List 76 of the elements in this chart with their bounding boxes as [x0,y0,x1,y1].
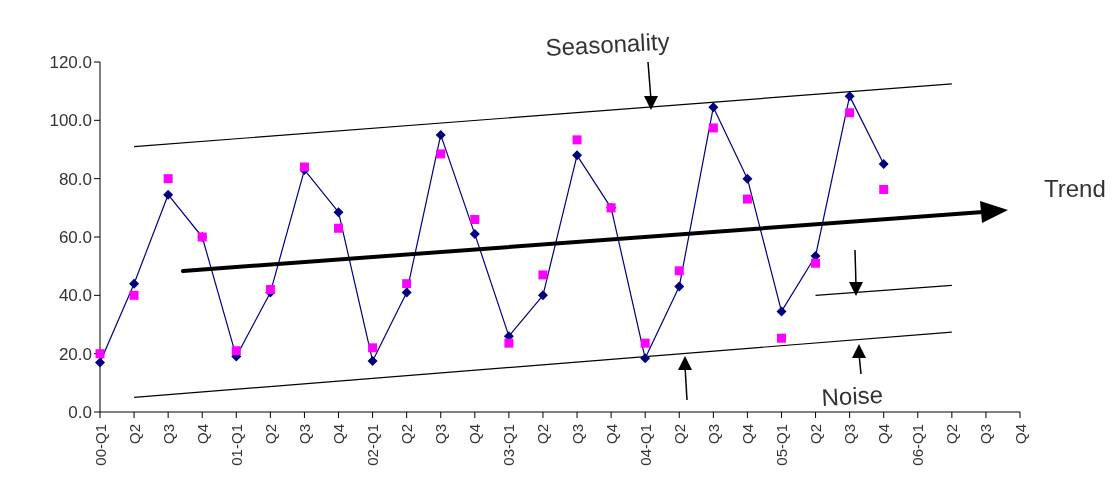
point [811,258,821,268]
point [402,279,412,289]
x-tick-label: Q2 [943,424,961,445]
x-tick-label: Q4 [875,424,893,445]
x-tick-label: Q3 [432,424,450,445]
point [95,349,105,359]
y-tick-label: 40.0 [58,286,92,306]
point [844,91,855,102]
point [265,285,275,294]
x-tick-label: Q2 [125,424,143,445]
point [163,174,173,184]
point [708,102,719,113]
y-tick-label: 60.0 [58,228,92,248]
text: Seasonality [544,27,671,61]
x-tick-label: Q4 [602,424,620,445]
point [845,108,855,118]
x-tick-label: Q4 [738,424,756,445]
x-tick-label: Q3 [159,424,177,445]
y-tick-label: 120.0 [49,53,92,73]
point [640,353,651,364]
point [129,290,139,300]
x-tick-label: Q4 [330,424,348,445]
point [504,338,514,348]
point [537,290,548,301]
point [572,135,582,145]
point [401,287,412,298]
y-tick-label: 20.0 [58,344,92,364]
point [436,149,446,159]
annotation: Noise [820,380,884,411]
x-tick-label: 06-Q1 [909,424,927,466]
point [776,306,787,317]
point [674,266,684,276]
text: Trend [1044,175,1106,202]
point [742,173,753,184]
point [129,278,140,289]
point [368,343,378,353]
y-tick-label: 0.0 [68,403,92,423]
point [334,223,344,233]
point [470,215,480,224]
x-tick-label: Q4 [193,424,211,445]
x-tick-label: 01-Q1 [227,424,245,466]
x-tick-label: Q3 [977,424,995,445]
x-tick-label: Q3 [704,424,722,445]
point [708,123,718,133]
point [879,184,889,194]
x-tick-label: Q4 [1011,424,1029,445]
point [640,338,650,348]
x-tick-label: Q2 [261,424,279,445]
point [95,357,105,368]
x-tick-label: 05-Q1 [772,424,790,466]
x-tick-label: Q3 [841,424,859,445]
x-tick-label: Q2 [670,424,688,445]
x-tick-label: 03-Q1 [500,424,518,466]
x-tick-label: 02-Q1 [364,424,382,466]
point [367,355,378,366]
point [742,194,752,204]
point [469,229,480,240]
point [538,270,548,280]
x-tick-label: 04-Q1 [636,424,654,466]
point [572,150,583,161]
y-tick-label: 80.0 [58,169,92,189]
point [435,129,446,140]
point [878,159,889,170]
point [231,346,241,356]
point [674,281,685,292]
point [776,333,786,343]
x-tick-label: Q3 [568,424,586,445]
x-tick-label: Q2 [807,424,825,445]
x-tick-label: Q3 [295,424,313,445]
x-tick-label: Q2 [398,424,416,445]
y-tick-label: 100.0 [49,111,92,131]
point [163,189,174,200]
point [333,207,344,218]
x-tick-label: 00-Q1 [91,424,109,466]
x-tick-label: Q2 [534,424,552,445]
x-tick-label: Q4 [466,424,484,445]
